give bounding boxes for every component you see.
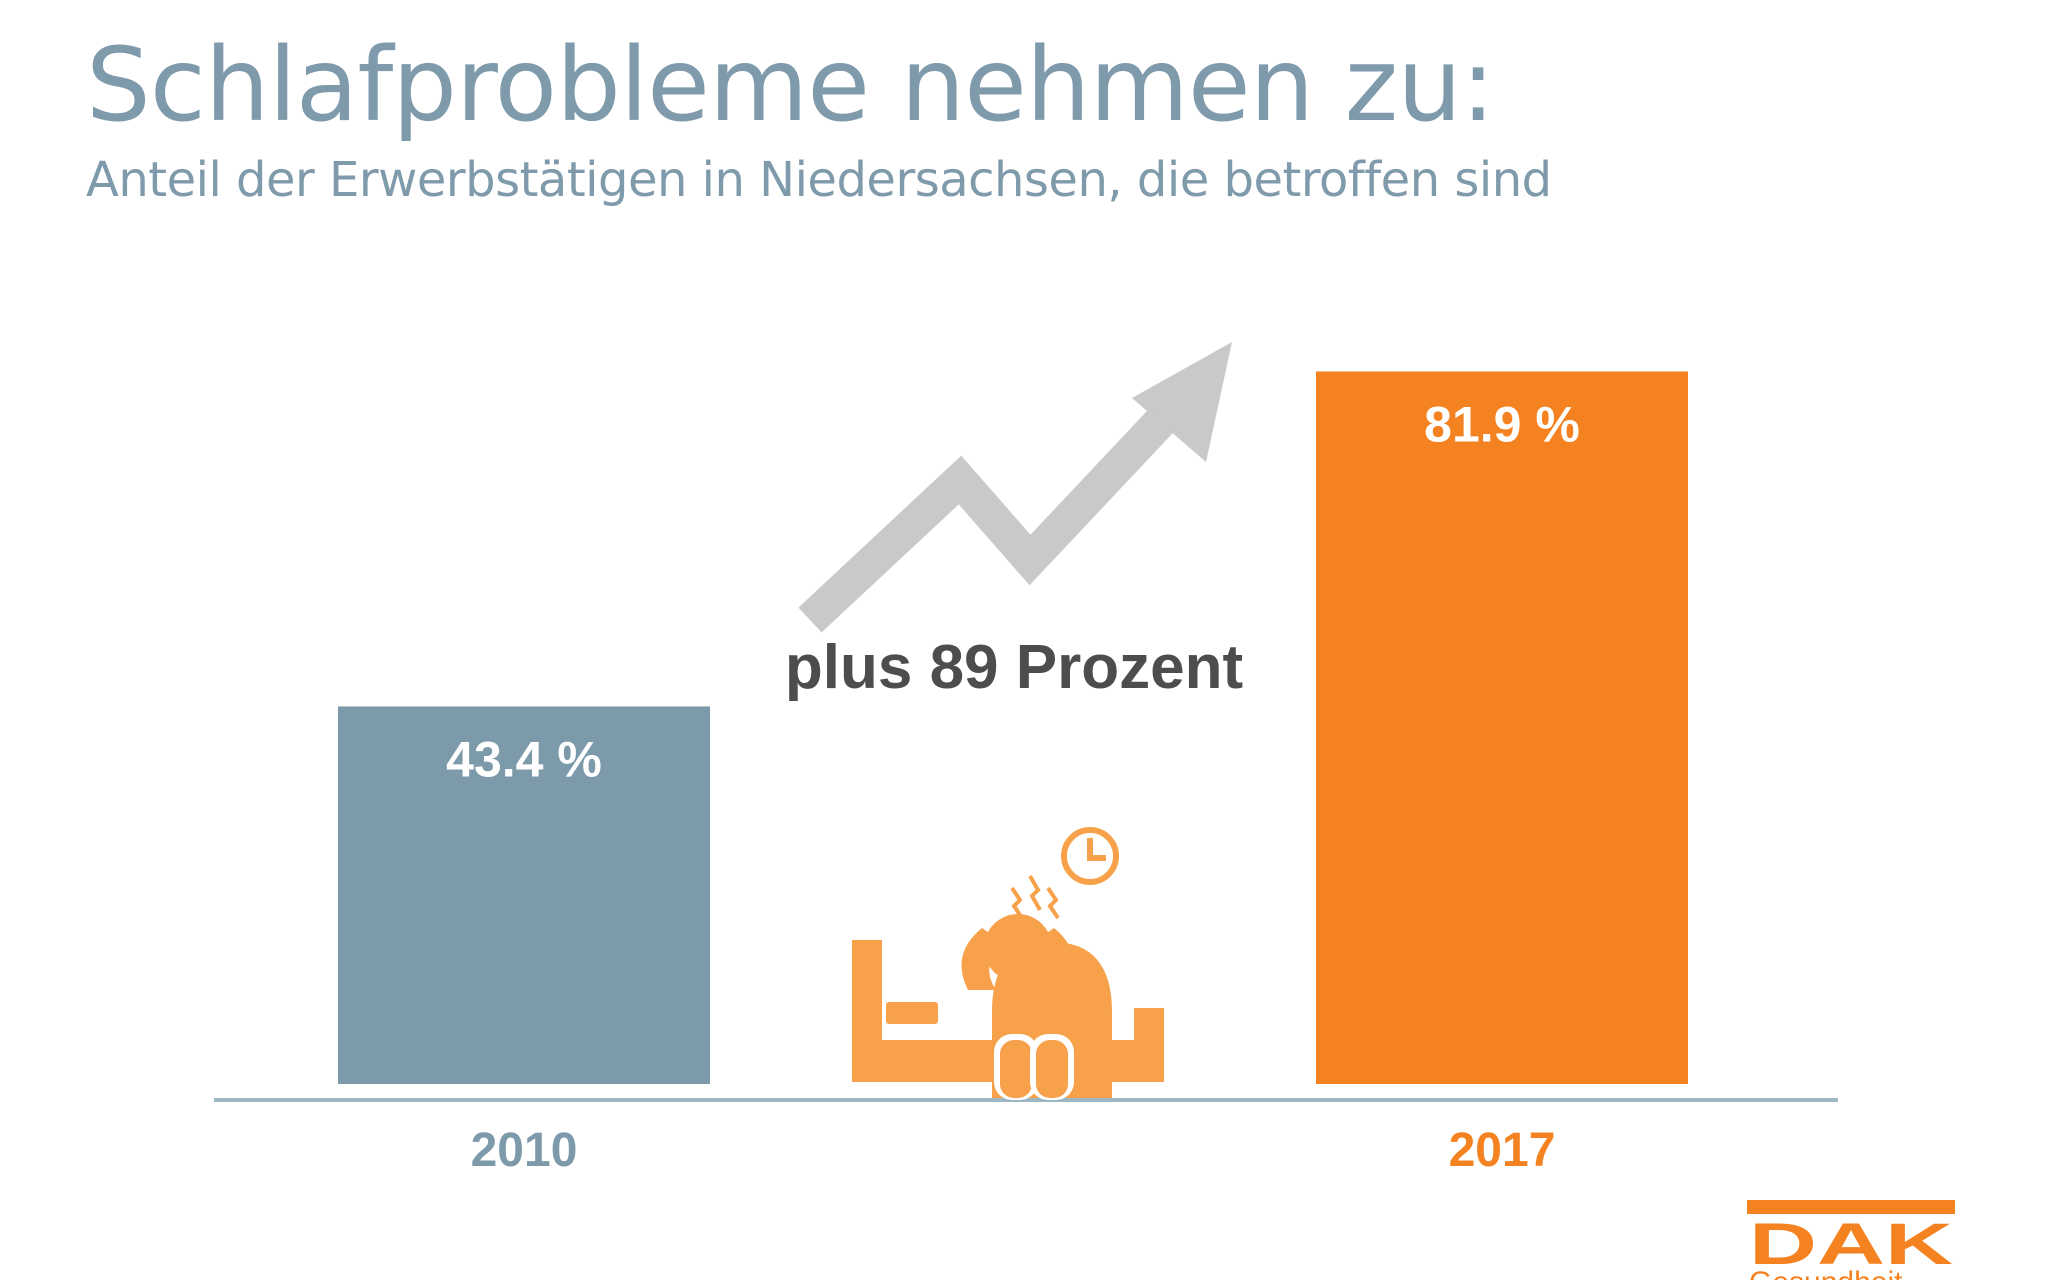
page-subtitle: Anteil der Erwerbstätigen in Niedersachs… — [86, 152, 1552, 208]
tick-label-2010: 2010 — [471, 1124, 578, 1177]
bar-2017 — [1316, 371, 1688, 1085]
clock-icon — [1061, 827, 1119, 885]
tick-label-2017: 2017 — [1449, 1124, 1556, 1177]
logo-text: DAK — [1749, 1212, 1953, 1277]
dak-logo-mark: DAK Gesundheit — [1747, 1200, 1955, 1280]
page-title: Schlafprobleme nehmen zu: — [86, 26, 1495, 145]
dak-logo: DAK Gesundheit — [1745, 1198, 1965, 1280]
bars-layer: 43.4 % 2010 81.9 % 2017 — [338, 371, 1688, 1177]
trend-arrow-icon — [798, 342, 1232, 633]
logo-subtext: Gesundheit — [1749, 1266, 1903, 1280]
change-annotation: plus 89 Prozent — [785, 633, 1243, 702]
data-label-2010: 43.4 % — [446, 731, 602, 787]
data-label-2017: 81.9 % — [1424, 396, 1580, 452]
sleepless-person-icon — [852, 875, 1164, 1100]
bar-2010 — [338, 706, 710, 1084]
